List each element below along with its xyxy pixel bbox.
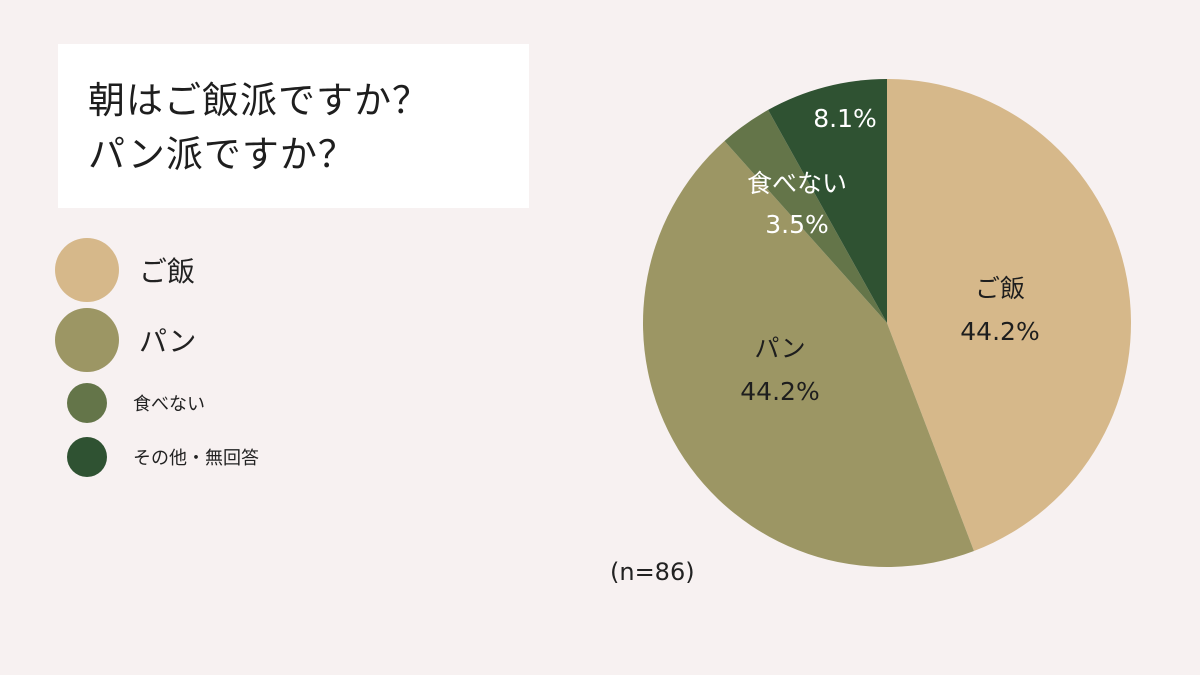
pie-slice-2 [724,109,887,324]
sample-size-note: (n=86) [610,558,695,586]
slice-label-0: ご飯 [975,274,1025,303]
legend-label-skip: 食べない [133,394,205,415]
legend-label-other: その他・無回答 [133,448,259,469]
legend-item-bread: パン [55,308,196,372]
slice-label-2: 食べない [747,169,847,198]
legend-item-other: その他・無回答 [67,437,259,477]
legend-swatch-bread [55,308,119,372]
legend-swatch-other [67,437,107,477]
pie-slice-3 [768,79,887,323]
slice-label-1: パン [754,334,805,363]
pie-slice-0 [887,79,1131,551]
slice-value-3: 8.1% [813,104,877,133]
slice-value-0: 44.2% [960,317,1039,346]
legend-label-bread: パン [139,325,197,358]
legend-item-rice: ご飯 [55,238,195,302]
legend-item-skip: 食べない [67,383,205,423]
legend-swatch-skip [67,383,107,423]
legend-label-rice: ご飯 [139,255,196,288]
slice-value-1: 44.2% [740,377,819,406]
title-box: 朝はご飯派ですか？ パン派ですか？ [58,44,529,208]
chart-title-line-2: パン派ですか？ [88,133,356,176]
chart-title-line-1: 朝はご飯派ですか？ [88,79,430,122]
slice-value-2: 3.5% [765,210,829,239]
pie-slice-1 [643,140,974,567]
legend-swatch-rice [55,238,119,302]
